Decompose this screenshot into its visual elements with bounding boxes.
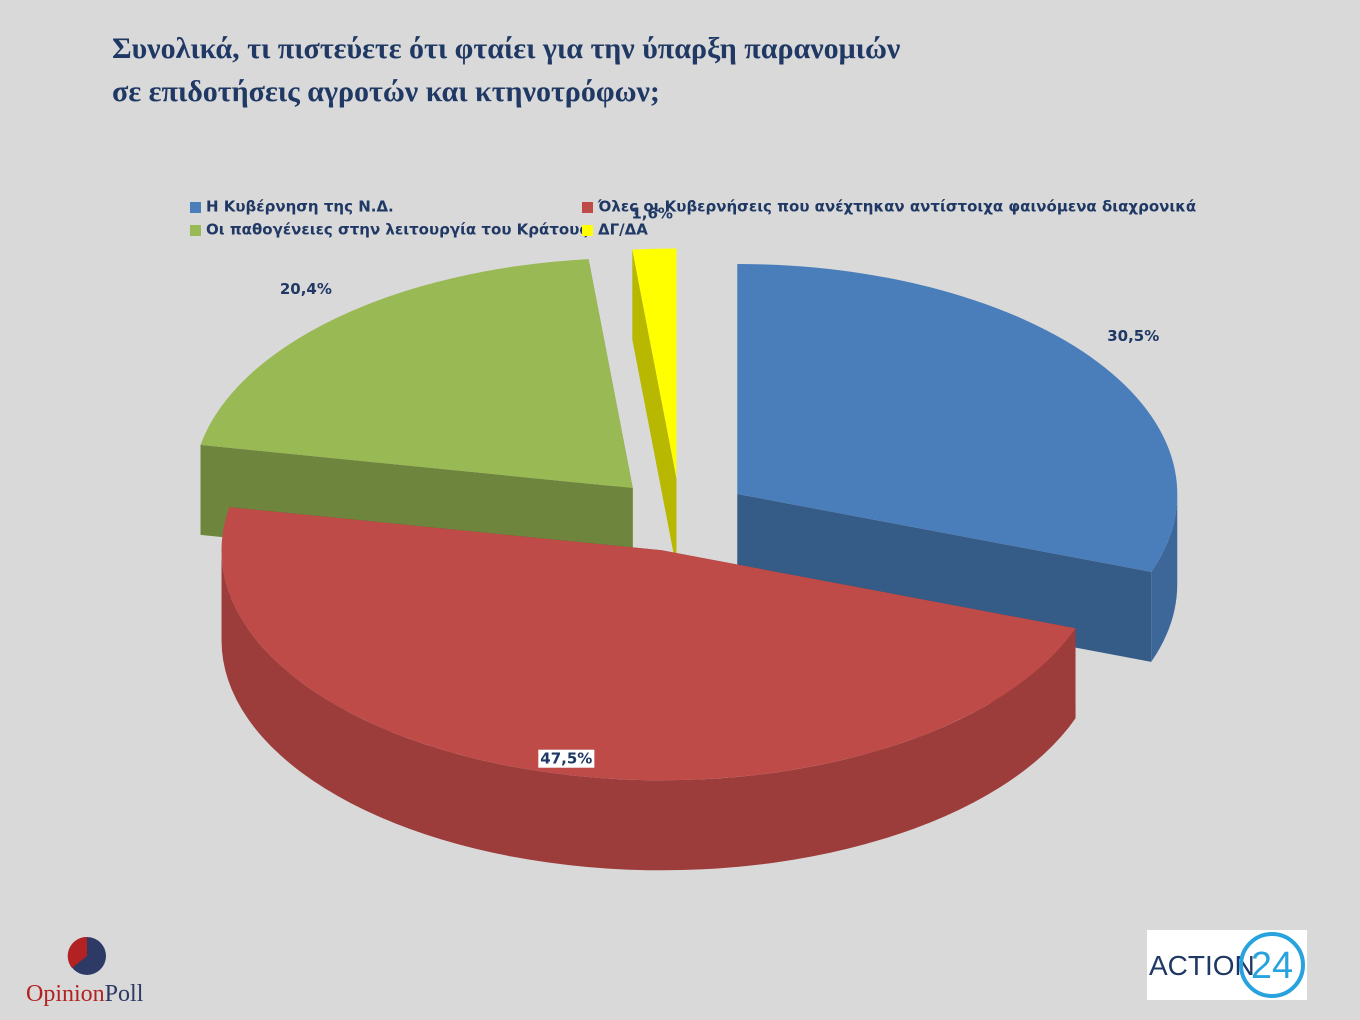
legend-swatch <box>190 202 201 213</box>
slice-side <box>632 249 677 569</box>
slice-top <box>632 248 677 479</box>
legend-label: Όλες οι Κυβερνήσεις που ανέχτηκαν αντίστ… <box>597 198 1196 216</box>
logo-text: OpinionPoll <box>26 981 144 1007</box>
slice <box>737 263 1178 662</box>
logo-wedge <box>67 936 87 968</box>
legend-label: ΔΓ/ΔΑ <box>598 221 648 239</box>
opinionpoll-logo: OpinionPoll <box>26 936 144 1007</box>
slice <box>632 248 677 569</box>
data-label: 30,5% <box>1107 327 1159 345</box>
data-label-bg <box>538 749 595 768</box>
slice <box>221 507 1076 871</box>
legend-label: Οι παθογένειες στην λειτουργία του Κράτο… <box>206 221 588 239</box>
logo-word: 24 <box>1251 945 1293 987</box>
data-label: 47,5% <box>540 750 592 768</box>
legend-swatch <box>582 225 593 236</box>
logo-box <box>1147 930 1307 1000</box>
chart-title: Συνολικά, τι πιστεύετε ότι φταίει για τη… <box>112 32 901 108</box>
logo-ring <box>1239 932 1305 998</box>
slice-top <box>737 263 1178 572</box>
data-label: 1,6% <box>631 204 673 222</box>
legend-swatch <box>582 202 593 213</box>
legend-label: Η Κυβέρνηση της Ν.Δ. <box>206 198 394 216</box>
slice-top <box>221 507 1076 781</box>
slice-top <box>200 259 633 489</box>
title-line: σε επιδοτήσεις αγροτών και κτηνοτρόφων; <box>112 75 660 108</box>
logo-word: ACTION <box>1149 950 1255 981</box>
slice-side <box>737 493 1152 662</box>
data-label: 20,4% <box>280 280 332 298</box>
slice-wall <box>221 550 1076 871</box>
action24-logo: ACTION 24 <box>1147 930 1307 1000</box>
logo-word: Opinion <box>26 981 105 1007</box>
slice-wall <box>1151 493 1178 662</box>
legend-swatch <box>190 225 201 236</box>
logo-word: Poll <box>105 981 144 1007</box>
title-line: Συνολικά, τι πιστεύετε ότι φταίει για τη… <box>112 32 901 65</box>
